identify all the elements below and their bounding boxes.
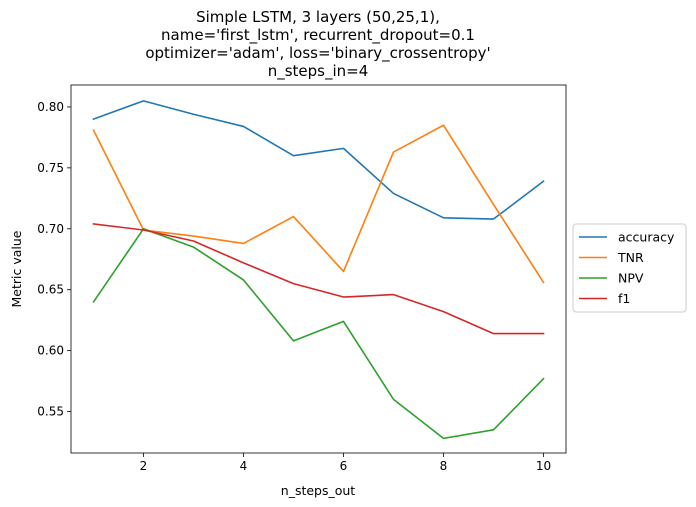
title-line-4: n_steps_in=4	[268, 62, 369, 81]
x-tick-label: 6	[340, 459, 348, 473]
y-tick-label: 0.75	[37, 161, 64, 175]
y-tick-label: 0.80	[37, 100, 64, 114]
title-line-1: Simple LSTM, 3 layers (50,25,1),	[196, 8, 440, 26]
plot-area-frame	[70, 84, 567, 454]
x-axis-ticks: 2 4 6 8 10	[140, 453, 551, 473]
legend-label-f1: f1	[618, 291, 630, 306]
series-line-npv	[92, 227, 545, 440]
x-axis-label: n_steps_out	[281, 483, 356, 498]
series-line-accuracy	[92, 100, 545, 220]
series-lines	[92, 100, 545, 440]
legend-label-tnr: TNR	[617, 250, 644, 265]
legend: accuracy TNR NPV f1	[572, 223, 687, 313]
y-axis-label: Metric value	[9, 230, 24, 307]
legend-entries: accuracy TNR NPV f1	[579, 230, 675, 306]
y-tick-label: 0.70	[37, 222, 64, 236]
series-line-f1	[92, 223, 545, 335]
legend-label-npv: NPV	[618, 271, 644, 286]
x-tick-label: 2	[140, 459, 148, 473]
x-tick-label: 4	[240, 459, 248, 473]
title-line-3: optimizer='adam', loss='binary_crossentr…	[145, 44, 490, 63]
series-line-tnr	[92, 124, 545, 284]
y-tick-label: 0.55	[37, 405, 64, 419]
title-line-2: name='first_lstm', recurrent_dropout=0.1	[161, 26, 475, 45]
legend-frame	[572, 223, 687, 313]
y-tick-label: 0.60	[37, 344, 64, 358]
chart-title: Simple LSTM, 3 layers (50,25,1), name='f…	[145, 8, 490, 81]
y-tick-label: 0.65	[37, 283, 64, 297]
x-tick-label: 8	[440, 459, 448, 473]
x-tick-label: 10	[536, 459, 551, 473]
legend-label-accuracy: accuracy	[618, 230, 675, 245]
y-axis-ticks: 0.55 0.60 0.65 0.70 0.75 0.80	[37, 100, 71, 419]
